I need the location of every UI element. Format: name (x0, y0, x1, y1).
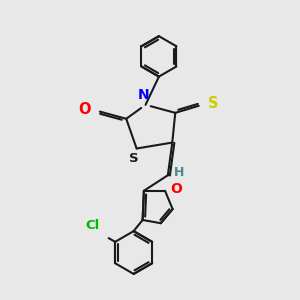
Text: S: S (208, 96, 218, 111)
Text: O: O (170, 182, 182, 196)
Text: N: N (138, 88, 150, 102)
Text: O: O (78, 102, 91, 117)
Text: H: H (174, 167, 185, 179)
Text: Cl: Cl (85, 219, 100, 232)
Text: S: S (129, 152, 139, 165)
